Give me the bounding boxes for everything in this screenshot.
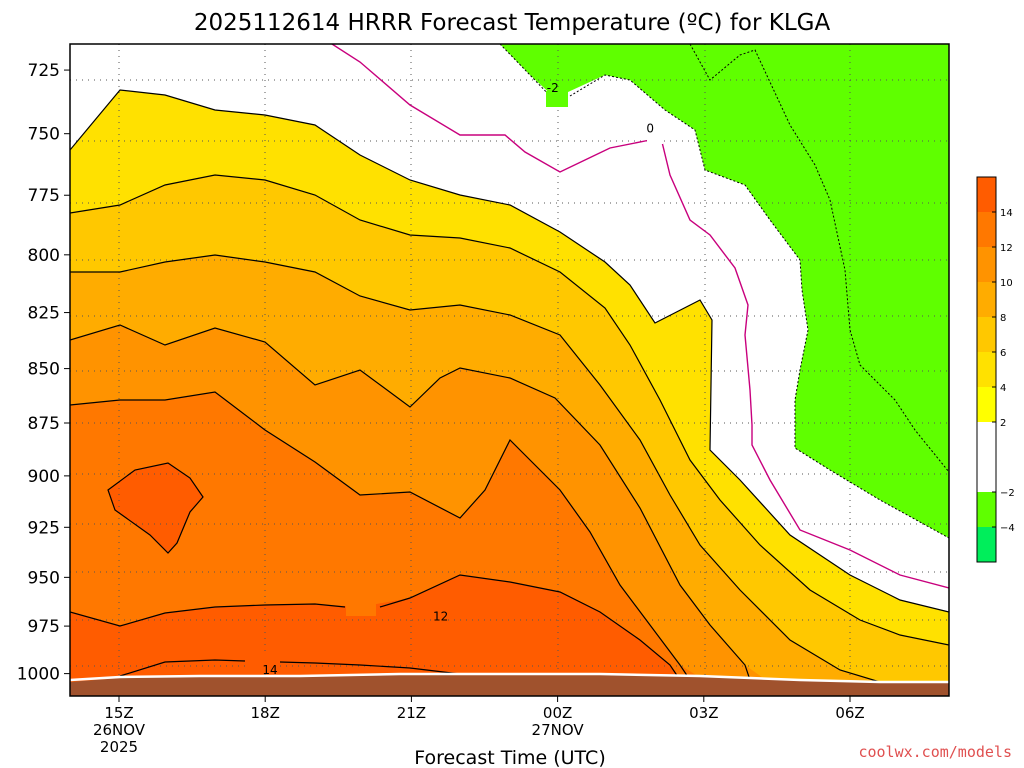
x-tick-label: 2025: [100, 738, 138, 756]
y-tick-label: 825: [28, 304, 60, 324]
isotherm-lines: [70, 89, 949, 686]
y-tick-label: 900: [28, 467, 60, 487]
x-tick-label: 15Z: [104, 704, 133, 722]
colorbar-swatch: [977, 492, 996, 527]
y-tick-label: 975: [28, 617, 60, 637]
temp-band-12c-core: [108, 463, 203, 553]
x-tick-label: 21Z: [397, 704, 426, 722]
colorbar-label: −4: [1000, 523, 1015, 534]
y-tick-label: 850: [28, 360, 60, 380]
contour-labels: -2 0 12 14: [262, 81, 654, 677]
colorbar-label: 2: [1000, 418, 1006, 429]
y-tick-label: 875: [28, 414, 60, 434]
contour-label: -2: [547, 81, 559, 95]
contour-label: 0: [646, 122, 654, 136]
colorbar-label: 10: [1000, 278, 1013, 289]
source-credit[interactable]: coolwx.com/models: [858, 743, 1012, 761]
colorbar: −4 −2 2 4 6 8 10 12 14: [976, 176, 1015, 563]
contour-label-bg-0: [647, 128, 663, 144]
x-axis-title: Forecast Time (UTC): [414, 747, 605, 768]
plot-frame: [69, 43, 950, 697]
colorbar-label: 12: [1000, 243, 1013, 254]
colorbar-swatch: [977, 422, 996, 492]
x-tick-label: 18Z: [251, 704, 280, 722]
colorbar-label: 14: [1000, 208, 1013, 219]
contour-label-bg-minus2: [546, 91, 568, 107]
colorbar-label: 8: [1000, 313, 1006, 324]
plot-area: [70, 44, 949, 696]
colorbar-label: −2: [1000, 488, 1015, 499]
colorbar-swatch: [977, 177, 996, 212]
x-tick-label: 06Z: [835, 704, 864, 722]
y-tick-label: 800: [28, 246, 60, 266]
chart-title: 2025112614 HRRR Forecast Temperature (ºC…: [194, 10, 831, 36]
x-tick-label: 27NOV: [532, 721, 585, 739]
freezing-isotherm-lines: [331, 44, 949, 589]
grid-lines: [70, 44, 949, 696]
colorbar-swatch: [977, 317, 996, 352]
colorbar-swatch: [977, 212, 996, 247]
colorbar-label: 6: [1000, 348, 1006, 359]
colorbar-swatch: [977, 387, 996, 422]
colorbar-swatch: [977, 282, 996, 317]
y-tick-label: 725: [28, 61, 60, 81]
x-tick-label: 03Z: [689, 704, 718, 722]
colorbar-swatch: [977, 527, 996, 562]
y-tick-label: 1000: [17, 665, 60, 685]
x-tick-label: 00Z: [543, 704, 572, 722]
cold-isotherm-lines: [499, 44, 949, 539]
contour-label-bg-14: [249, 653, 279, 669]
y-tick-label: 750: [28, 125, 60, 145]
contour-label: 12: [433, 609, 448, 623]
y-tick-label: 775: [28, 186, 60, 206]
colorbar-swatch: [977, 247, 996, 282]
contour-label-bg-12: [346, 600, 376, 616]
temp-band-minus4c: [690, 44, 949, 472]
terrain-ground: [70, 674, 949, 696]
y-axis: 725 750 775 800 825 850 875 900 925 950 975 1000: [17, 61, 70, 685]
colorbar-swatch: [977, 352, 996, 387]
terrain-edge: [70, 672, 949, 684]
colorbar-frame: [976, 176, 997, 563]
y-tick-label: 950: [28, 568, 60, 588]
y-tick-label: 925: [28, 518, 60, 538]
colorbar-label: 4: [1000, 383, 1006, 394]
x-tick-label: 26NOV: [93, 721, 146, 739]
contour-label: 14: [262, 663, 277, 677]
